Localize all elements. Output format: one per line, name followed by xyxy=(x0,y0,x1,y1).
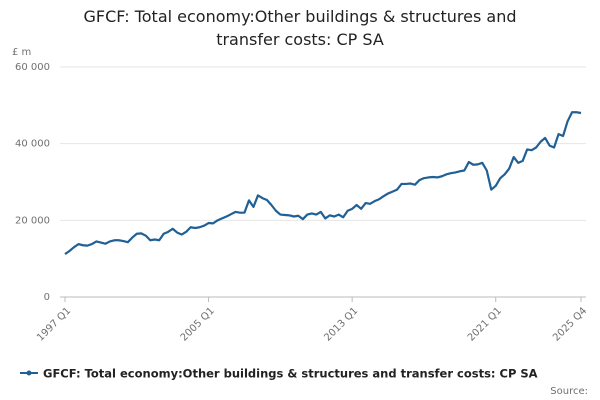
y-tick-label: 60 000 xyxy=(15,62,50,73)
y-tick-label: 0 xyxy=(44,292,50,303)
x-tick-label: 2021 Q1 xyxy=(466,305,504,343)
y-axis-label: £ m xyxy=(12,47,31,58)
legend-label: GFCF: Total economy:Other buildings & st… xyxy=(43,367,538,381)
x-tick-label: 2005 Q1 xyxy=(179,305,217,343)
chart-title: GFCF: Total economy:Other buildings & st… xyxy=(83,7,516,49)
x-tick-label: 1997 Q1 xyxy=(35,305,73,343)
legend-marker xyxy=(26,370,32,376)
y-tick-label: 40 000 xyxy=(15,139,50,150)
x-tick-label: 2013 Q1 xyxy=(322,305,360,343)
x-tick-label: 2025 Q4 xyxy=(551,305,589,343)
line xyxy=(64,111,582,255)
source: Source: xyxy=(550,386,588,397)
y-tick-label: 20 000 xyxy=(15,215,50,226)
